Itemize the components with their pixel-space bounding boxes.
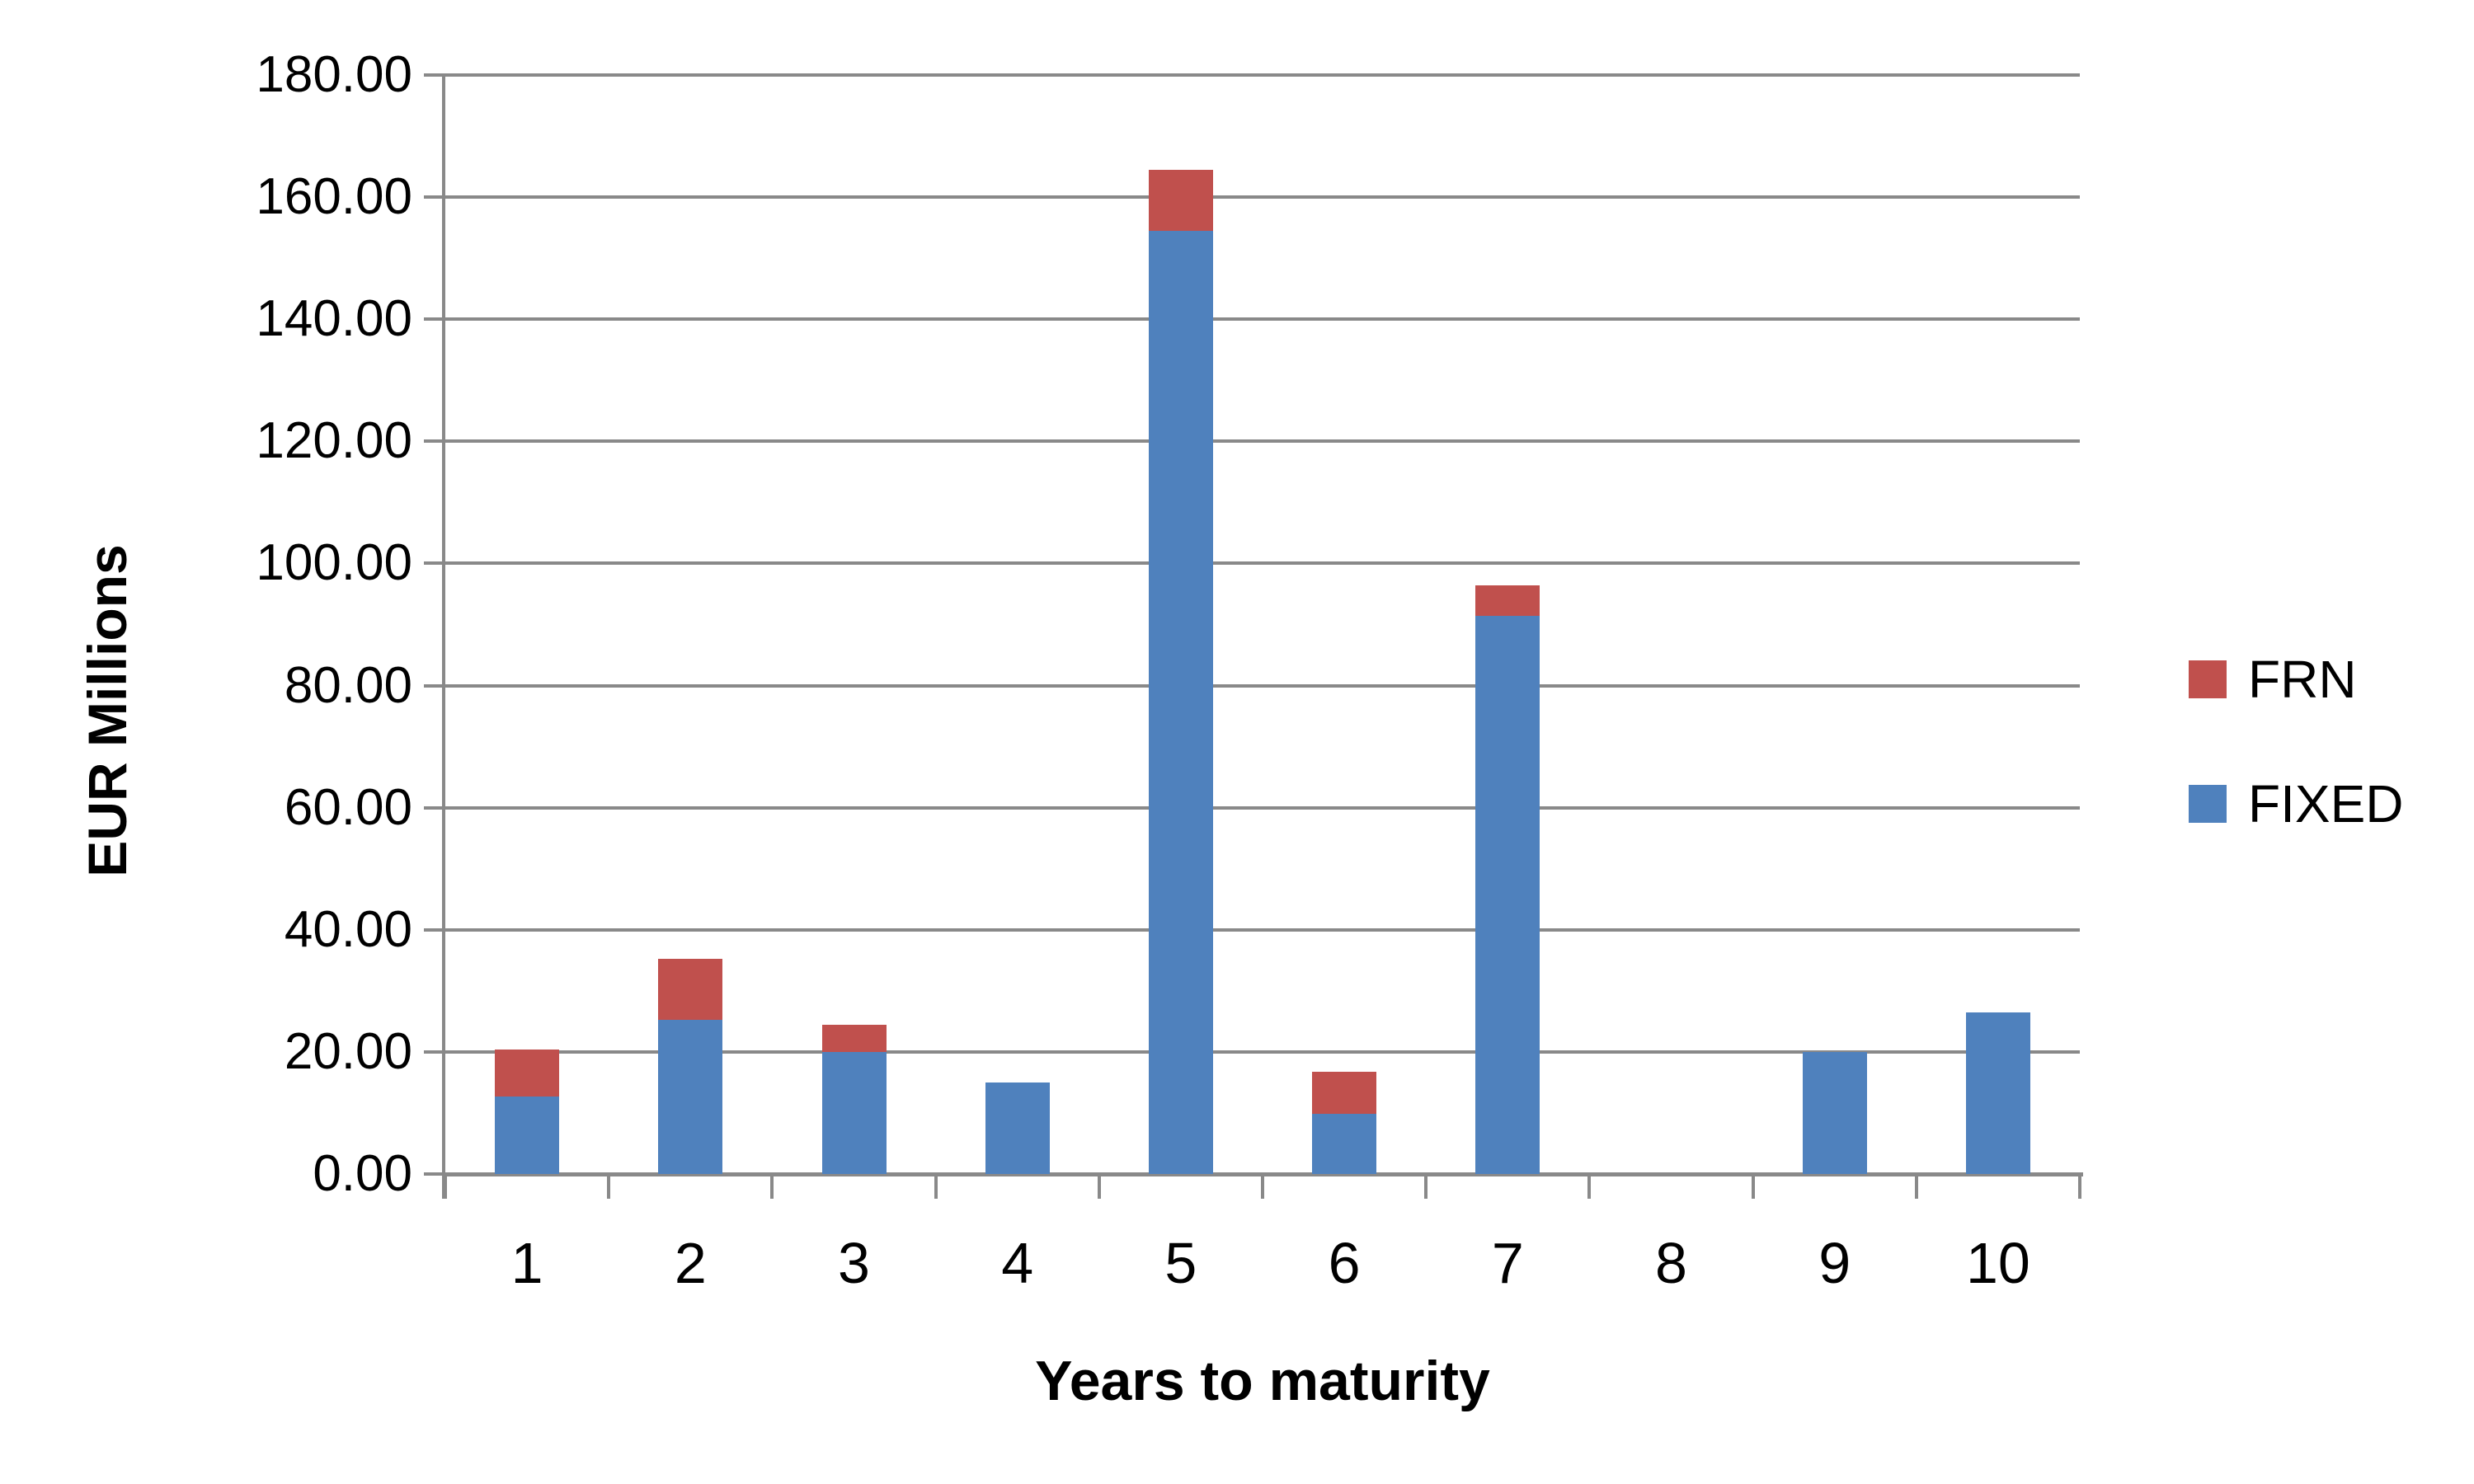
x-axis-title: Years to maturity [1035,1350,1490,1412]
x-tick-1 [607,1176,611,1199]
gridline-80 [445,683,2080,688]
legend-item-fixed: FIXED [2189,774,2404,834]
y-tick-140 [424,317,445,322]
bar-2-frn-segment [658,959,723,1021]
bar-1-fixed-segment [495,1096,560,1174]
x-tick-label-10: 10 [1965,1231,2030,1295]
y-tick-180 [424,73,445,77]
y-tick-label-60: 60.00 [284,778,412,836]
gridline-100 [445,561,2080,566]
gridline-140 [445,317,2080,322]
legend-item-frn: FRN [2189,650,2403,709]
bar-3-frn-segment [821,1024,887,1052]
x-tick-0 [444,1176,447,1199]
x-tick-10 [2078,1176,2081,1199]
x-tick-6 [1424,1176,1428,1199]
y-tick-100 [424,561,445,566]
y-tick-label-40: 40.00 [284,900,412,958]
x-tick-label-4: 4 [1001,1231,1034,1295]
x-tick-4 [1097,1176,1101,1199]
y-tick-120 [424,439,445,444]
legend: FRN FIXED [2189,650,2404,905]
x-tick-label-3: 3 [838,1231,870,1295]
x-tick-label-2: 2 [674,1231,707,1295]
gridline-160 [445,195,2080,200]
bar-2-fixed-segment [658,1020,723,1174]
gridline-60 [445,805,2080,810]
gridline-20 [445,1050,2080,1054]
y-tick-label-80: 80.00 [284,656,412,714]
x-tick-3 [934,1176,938,1199]
y-tick-60 [424,805,445,810]
y-tick-80 [424,683,445,688]
bar-4-fixed-segment [985,1082,1050,1174]
x-tick-9 [1914,1176,1918,1199]
bar-7-frn-segment [1475,585,1540,617]
y-tick-label-140: 140.00 [256,290,412,348]
bar-3-fixed-segment [821,1051,887,1174]
gridline-120 [445,439,2080,444]
x-tick-label-1: 1 [510,1231,543,1295]
x-tick-7 [1587,1176,1592,1199]
x-tick-8 [1751,1176,1755,1199]
y-tick-label-100: 100.00 [256,534,412,592]
legend-swatch-fixed [2189,785,2227,823]
gridline-40 [445,928,2080,932]
x-tick-label-8: 8 [1655,1231,1687,1295]
y-tick-20 [424,1050,445,1054]
x-tick-5 [1261,1176,1264,1199]
x-tick-2 [770,1176,774,1199]
y-tick-label-120: 120.00 [256,412,412,470]
x-axis-line [442,1172,2083,1176]
y-tick-0 [424,1172,445,1176]
bar-1-frn-segment [495,1049,560,1097]
gridline-180 [445,73,2080,77]
bar-7-fixed-segment [1475,616,1540,1174]
bar-5-frn-segment [1148,169,1213,231]
legend-swatch-frn [2189,660,2227,698]
x-tick-label-9: 9 [1818,1231,1851,1295]
y-tick-label-0: 0.00 [313,1145,412,1202]
bar-6-fixed-segment [1312,1114,1377,1174]
y-tick-label-160: 160.00 [256,168,412,226]
y-tick-label-20: 20.00 [284,1022,412,1080]
y-tick-40 [424,928,445,932]
x-tick-label-7: 7 [1491,1231,1524,1295]
y-axis-line [442,75,445,1199]
legend-label-frn: FRN [2248,650,2357,709]
bar-6-frn-segment [1312,1071,1377,1115]
x-tick-label-6: 6 [1328,1231,1361,1295]
bar-5-fixed-segment [1148,230,1213,1174]
y-tick-label-180: 180.00 [256,46,412,103]
bar-9-fixed-segment [1802,1051,1867,1174]
legend-label-fixed: FIXED [2248,774,2404,834]
y-tick-160 [424,195,445,200]
bar-10-fixed-segment [1965,1012,2030,1174]
x-tick-label-5: 5 [1164,1231,1197,1295]
